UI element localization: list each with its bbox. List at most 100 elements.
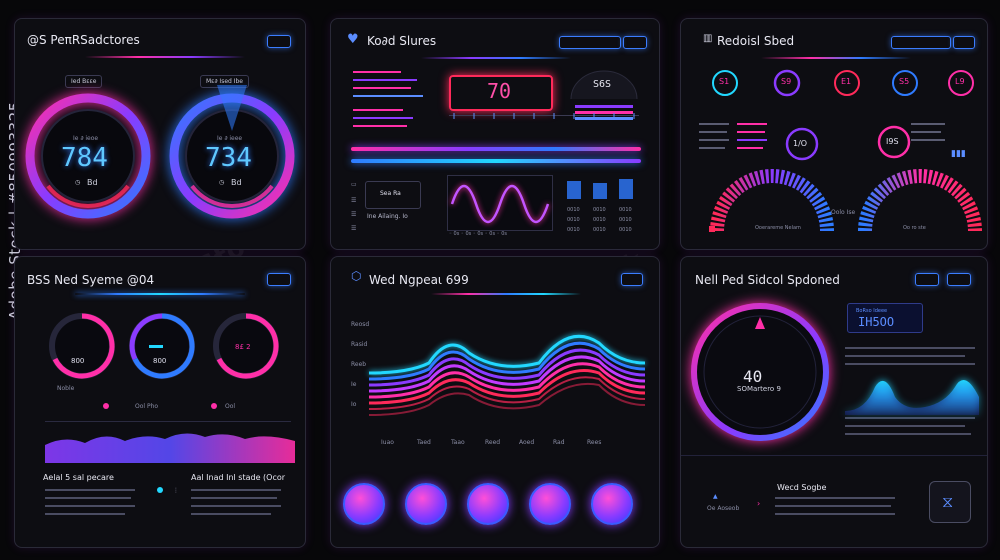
system-gauge-1-label: Noble xyxy=(57,385,75,392)
wave-chart xyxy=(447,175,553,231)
panel5-menu-button[interactable] xyxy=(621,273,643,286)
system-gauge-2-value: 800 xyxy=(153,357,167,365)
svg-text:0010: 0010 xyxy=(619,227,632,233)
signal-bar-1 xyxy=(351,147,641,151)
y-label-1: Reosd xyxy=(351,321,370,328)
orb-button-3[interactable] xyxy=(467,483,509,525)
panel4-menu-button[interactable] xyxy=(267,273,291,286)
dial-value: 40 xyxy=(743,367,763,386)
panel-radial-meters: ▥ Redoisl Sbed S1 S9 E1 S5 L9 1/O I9S ▮▮… xyxy=(680,18,988,250)
cube-icon: ⬡ xyxy=(351,269,362,283)
panel6-filter-button[interactable] xyxy=(915,273,939,286)
bars-icon-right: ▮▮▮ xyxy=(951,149,966,159)
panel6-title: Nell Ped Sidcol Spdoned xyxy=(695,273,840,287)
panel2-filter-button[interactable] xyxy=(559,36,621,49)
panel6-separator xyxy=(681,455,987,456)
side-label-box: Sea Ra xyxy=(365,181,421,209)
right-gauge-unit-icon: ◷ xyxy=(219,179,225,186)
half-disc-meter xyxy=(570,70,638,120)
readout2-value: S6S xyxy=(593,79,612,90)
panel6-footer-title: Wecd Sogbe xyxy=(777,483,827,492)
x-label-2: Taed xyxy=(417,439,431,446)
system-gauge-3 xyxy=(213,313,279,379)
wave-stack-chart xyxy=(368,334,646,416)
system-gauge-2-label: Ool Pho xyxy=(135,403,159,410)
orb-button-2[interactable] xyxy=(405,483,447,525)
svg-text:0010: 0010 xyxy=(593,227,606,233)
tick-marks xyxy=(453,113,635,119)
panel-speed-gauges: @S PeπRSadctores Ied Bεεe Mε∂ Ised Ibe I… xyxy=(14,18,306,250)
more-icon[interactable]: ⋮ xyxy=(173,487,179,494)
footer-title-right: Aal Inad Inl stade (Ocor xyxy=(191,473,286,482)
dial-sub: SOMartero 9 xyxy=(737,385,781,393)
x-label-7: Rees xyxy=(587,439,602,446)
side-label: Sea Ra xyxy=(380,190,401,197)
mid-ring-right-value: I9S xyxy=(886,137,899,146)
panel1-menu-button[interactable] xyxy=(267,35,291,48)
timeline-axis xyxy=(45,421,291,422)
panel4-title: BSS Ned Syeme @04 xyxy=(27,273,155,287)
panel1-divider xyxy=(85,56,245,58)
right-speed-gauge xyxy=(169,85,295,219)
panel5-divider xyxy=(431,293,581,295)
price-value: IH5OO xyxy=(858,315,895,329)
panel2-menu-button[interactable] xyxy=(623,36,647,49)
svg-text:0010: 0010 xyxy=(567,217,580,223)
arc-gauge-left-label: Ooerareme Nelam xyxy=(755,225,801,231)
side-icon-2: ☰ xyxy=(351,197,357,204)
left-gauge-value: 784 xyxy=(61,143,108,173)
panel5-title: Wed Ngpeaι 699 xyxy=(369,273,469,287)
mini-bar-columns: 0010 0010 0010 0010 0010 0010 0010 0010 0010 xyxy=(567,179,633,233)
mid-ring-right xyxy=(877,125,911,159)
spectrum-area-chart xyxy=(45,433,295,463)
left-speed-gauge xyxy=(25,93,151,219)
panel3-filter-button[interactable] xyxy=(891,36,951,49)
side-icon-3: ☰ xyxy=(351,211,357,218)
system-gauge-3-label: Ool xyxy=(225,403,236,410)
ring-1 xyxy=(712,70,738,96)
ring-3 xyxy=(834,70,860,96)
svg-text:0010: 0010 xyxy=(593,217,606,223)
ring-5 xyxy=(948,70,974,96)
ring-4-label: S5 xyxy=(899,77,910,86)
wave-x-labels: ◦ 0s ◦ 0s ◦ 0s ◦ 0s ◦ 0s xyxy=(449,231,507,237)
x-label-6: Rad xyxy=(553,439,565,446)
ring-3-label: E1 xyxy=(841,77,852,86)
wave-line xyxy=(450,184,550,224)
left-gauge-unit: Bd xyxy=(87,178,98,187)
x-label-5: Aoed xyxy=(519,439,535,446)
panel6-menu-button[interactable] xyxy=(947,273,971,286)
system-gauge-1-value: 800 xyxy=(71,357,85,365)
panel-signal-monitor: ♥ Ko∂d Slures 70 S6S ▭ ☰ ☰ ☰ Sea Ra Ine xyxy=(330,18,660,250)
dot-pink xyxy=(103,403,109,409)
arrow-up-icon: ▲ xyxy=(713,493,718,500)
system-gauge-1 xyxy=(49,313,115,379)
dot-cyan xyxy=(157,487,163,493)
large-dial xyxy=(691,303,829,441)
ring-4 xyxy=(892,70,918,96)
side-toggle-icon[interactable]: ▭ xyxy=(351,181,357,188)
svg-text:0010: 0010 xyxy=(619,217,632,223)
arc-gauge-right-label: Oo ro ste xyxy=(903,225,926,231)
left-gauge-tag: Ied Bεεe xyxy=(65,75,103,88)
panel4-divider xyxy=(75,293,245,295)
panel3-menu-button[interactable] xyxy=(953,36,975,49)
right-gauge-unit: Bd xyxy=(231,178,242,187)
ring-2 xyxy=(773,69,801,97)
right-gauge-value: 734 xyxy=(205,143,252,173)
dna-icon: ⧖ xyxy=(942,492,954,511)
orb-button-4[interactable] xyxy=(529,483,571,525)
x-label-4: Reed xyxy=(485,439,501,446)
panel3-divider xyxy=(761,57,911,59)
signal-bar-2 xyxy=(351,159,641,163)
settings-tile[interactable]: ⧖ xyxy=(929,481,971,523)
panel2-divider xyxy=(421,57,571,59)
right-gauge-sub: Ie ∂ ieee xyxy=(217,135,243,142)
x-label-3: Taao xyxy=(451,439,465,446)
x-label-1: Iuao xyxy=(381,439,394,446)
orb-button-1[interactable] xyxy=(343,483,385,525)
y-label-5: Io xyxy=(351,401,357,408)
panel-system-gauges: BSS Ned Syeme @04 800 800 8£ 2 Noble Ool… xyxy=(14,256,306,548)
dot-pink-2 xyxy=(211,403,217,409)
orb-button-5[interactable] xyxy=(591,483,633,525)
